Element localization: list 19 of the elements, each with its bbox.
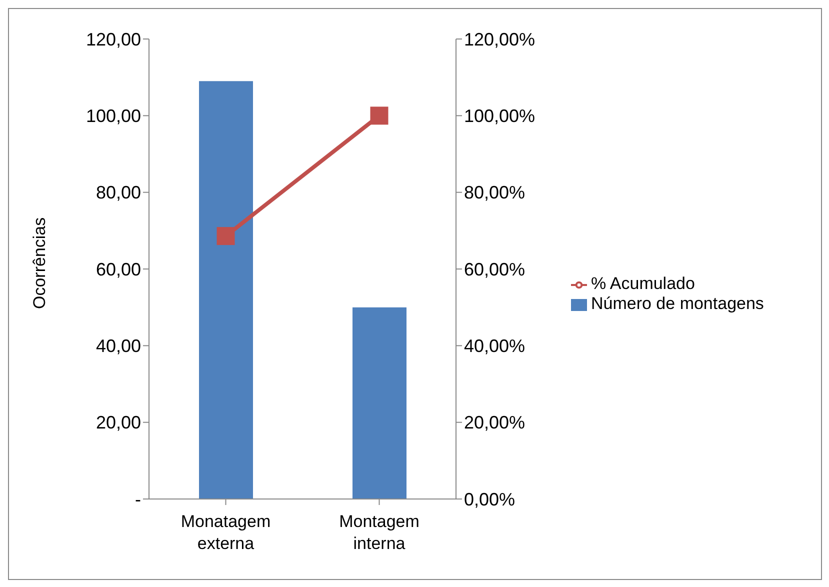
x-tick-label: Monatagem externa — [180, 512, 271, 553]
y2-tick-label: 100,00% — [464, 106, 536, 126]
y-axis-title: Ocorrências — [30, 217, 50, 309]
y-tick-label: 120,00 — [86, 29, 141, 50]
x-tick-label: Montagem interna — [339, 512, 420, 553]
y2-tick-label: 40,00% — [464, 336, 526, 356]
y-tick-label: 60,00 — [96, 259, 141, 280]
y2-tick-label: 0,00% — [464, 489, 516, 510]
y-tick-label: 40,00 — [96, 336, 141, 356]
y2-tick-label: 20,00% — [464, 412, 526, 433]
y-tick-label: 80,00 — [96, 182, 141, 203]
y2-tick-label: 60,00% — [464, 259, 526, 280]
y-tick-label: - — [135, 489, 141, 510]
y-tick-label: 100,00 — [86, 106, 141, 126]
y-tick-label: 20,00 — [96, 412, 141, 433]
legend-label: % Acumulado — [591, 274, 695, 293]
legend-label: Número de montagens — [591, 294, 764, 313]
y2-tick-label: 80,00% — [464, 182, 526, 203]
y2-tick-label: 120,00% — [464, 29, 536, 50]
